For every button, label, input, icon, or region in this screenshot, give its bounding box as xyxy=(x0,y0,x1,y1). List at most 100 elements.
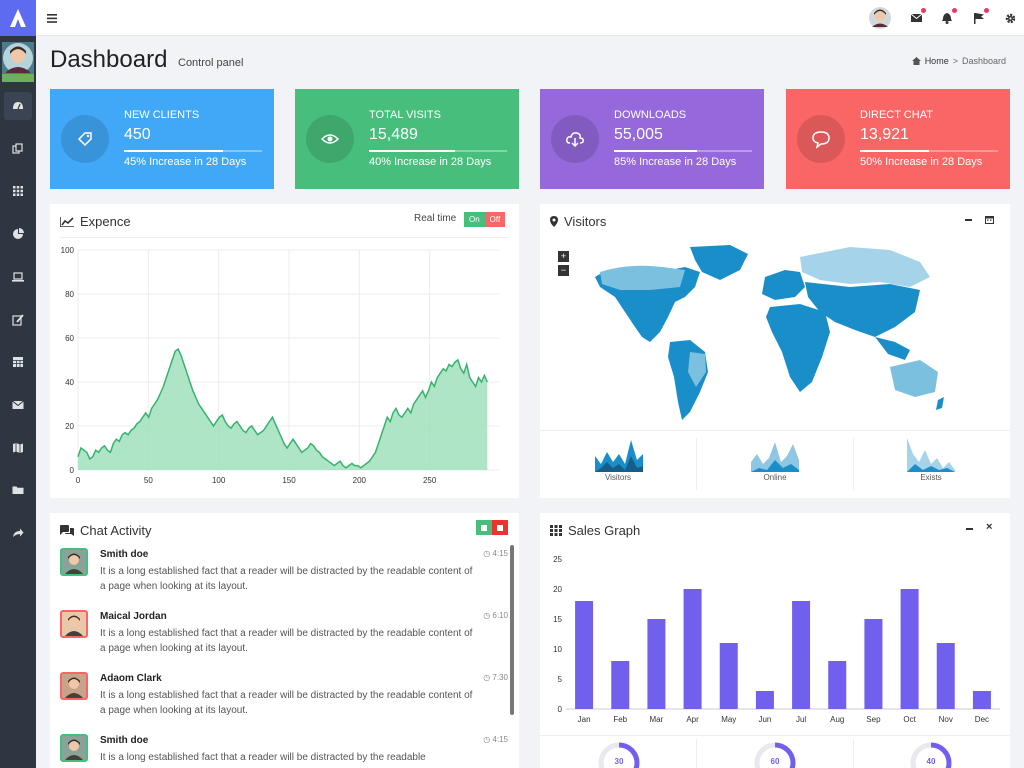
gear-icon[interactable] xyxy=(1002,10,1018,26)
sparkline-label-online: Online xyxy=(763,473,787,482)
stat-value: 15,489 xyxy=(369,126,418,143)
y-tick-label: 0 xyxy=(558,705,563,714)
sidebar-item-map[interactable] xyxy=(4,434,32,462)
sidebar-item-copy[interactable] xyxy=(4,135,32,163)
chat-time: ◷ 6:10 xyxy=(483,611,508,620)
edit-icon xyxy=(12,314,24,326)
chat-avatar xyxy=(60,548,88,576)
sidebar-item-pie-chart[interactable] xyxy=(4,220,32,248)
donut-2: 60 xyxy=(753,741,797,768)
x-tick-label: 150 xyxy=(282,476,296,485)
stat-icon-circle xyxy=(61,115,109,163)
page-subtitle: Control panel xyxy=(178,57,244,69)
chat-item[interactable]: Smith doe ◷ 4:15 It is a long established … xyxy=(60,734,508,768)
stat-progress xyxy=(860,150,998,152)
x-tick-label: Oct xyxy=(903,715,916,724)
expence-chart: 0 20 40 60 80 100 0 50 100 150 200 250 xyxy=(61,246,500,485)
donut-value: 30 xyxy=(614,757,624,766)
x-tick-label: Dec xyxy=(975,715,989,724)
chat-card: Chat Activity Smith doe ◷ 4:15 It is a lon… xyxy=(50,513,519,768)
realtime-on-button[interactable]: On xyxy=(464,212,485,227)
chat-time: ◷ 4:15 xyxy=(483,549,508,558)
chat-name: Smith doe xyxy=(100,549,149,560)
chat-item[interactable]: Smith doe ◷ 4:15 It is a long established … xyxy=(60,548,508,608)
y-tick-label: 20 xyxy=(65,422,74,431)
stat-value: 450 xyxy=(124,126,151,143)
comments-icon xyxy=(60,525,74,536)
realtime-off-button[interactable]: Off xyxy=(484,212,506,227)
mail-icon[interactable] xyxy=(908,8,926,26)
stat-progress xyxy=(124,150,262,152)
chat-item[interactable]: Maical Jordan ◷ 6:10 It is a long establis… xyxy=(60,610,508,670)
home-icon xyxy=(911,57,921,65)
sales-title: Sales Graph xyxy=(550,523,640,538)
realtime-toggle[interactable]: On Off xyxy=(464,212,506,227)
y-tick-label: 40 xyxy=(65,378,74,387)
x-tick-label: 0 xyxy=(76,476,81,485)
x-tick-label: Aug xyxy=(830,715,844,724)
sidebar-item-share[interactable] xyxy=(4,519,32,547)
map-zoom-in-button[interactable]: + xyxy=(558,251,569,262)
sidebar-item-dashboard[interactable] xyxy=(4,92,32,120)
x-tick-label: Nov xyxy=(939,715,953,724)
menu-toggle-icon[interactable] xyxy=(44,10,60,26)
sidebar-item-folder[interactable] xyxy=(4,476,32,504)
folder-icon xyxy=(12,486,24,494)
sidebar-avatar[interactable] xyxy=(2,42,34,82)
sales-collapse-icon[interactable] xyxy=(966,528,973,530)
user-avatar[interactable] xyxy=(868,6,892,30)
chat-message: It is a long established fact that a rea… xyxy=(100,752,426,763)
expence-line xyxy=(77,347,488,469)
chat-title: Chat Activity xyxy=(60,523,152,538)
chat-scrollbar[interactable] xyxy=(510,545,514,715)
sales-close-icon[interactable]: × xyxy=(986,521,993,533)
chat-time: ◷ 7:30 xyxy=(483,673,508,682)
sidebar-item-table[interactable] xyxy=(4,348,32,376)
breadcrumb: Home > Dashboard xyxy=(911,56,1006,66)
chat-item[interactable]: Adaom Clark ◷ 7:30 It is a long establishe… xyxy=(60,672,508,732)
visitors-title: Visitors xyxy=(550,214,606,229)
y-tick-label: 100 xyxy=(61,246,75,255)
stat-description: 45% Increase in 28 Days xyxy=(124,156,247,168)
stat-progress xyxy=(369,150,507,152)
sidebar-item-grid[interactable] xyxy=(4,177,32,205)
mail-icon xyxy=(12,400,24,409)
stat-description: 50% Increase in 28 Days xyxy=(860,156,983,168)
breadcrumb-home[interactable]: Home xyxy=(924,56,949,66)
stat-icon-circle xyxy=(551,115,599,163)
copy-icon xyxy=(12,143,23,154)
chat-controls[interactable] xyxy=(476,520,508,535)
sidebar-item-mail[interactable] xyxy=(4,391,32,419)
grid-icon xyxy=(550,525,562,536)
chat-green-button[interactable] xyxy=(476,520,492,535)
bar-jun xyxy=(755,691,774,709)
bell-icon[interactable] xyxy=(939,8,957,26)
x-tick-label: Jan xyxy=(578,715,591,724)
bar-aug xyxy=(828,661,847,709)
logo-a-icon xyxy=(10,9,26,27)
sidebar-item-laptop[interactable] xyxy=(4,263,32,291)
bar-mar xyxy=(647,619,666,709)
flag-icon[interactable] xyxy=(971,8,989,26)
sidebar-item-edit[interactable] xyxy=(4,306,32,334)
stat-label: DOWNLOADS xyxy=(614,109,687,121)
stat-value: 55,005 xyxy=(614,126,663,143)
eye-icon xyxy=(320,134,340,144)
clock-icon: ◷ xyxy=(483,549,493,558)
bar-jan xyxy=(575,601,594,709)
x-tick-label: Mar xyxy=(650,715,664,724)
bar-may xyxy=(719,643,738,709)
x-tick-label: May xyxy=(721,715,736,724)
chat-message: It is a long established fact that a rea… xyxy=(100,566,473,592)
table-icon xyxy=(13,357,23,367)
realtime-label: Real time xyxy=(414,213,457,224)
collapse-icon[interactable] xyxy=(965,219,972,221)
app-logo[interactable] xyxy=(0,0,36,36)
chat-red-button[interactable] xyxy=(492,520,508,535)
stat-card-total-visits: TOTAL VISITS 15,489 40% Increase in 28 Day… xyxy=(295,89,519,189)
y-tick-label: 25 xyxy=(553,555,562,564)
y-tick-label: 10 xyxy=(553,645,562,654)
calendar-icon[interactable] xyxy=(985,215,994,224)
x-tick-label: Sep xyxy=(866,715,881,724)
map-zoom-out-button[interactable]: − xyxy=(558,265,569,276)
